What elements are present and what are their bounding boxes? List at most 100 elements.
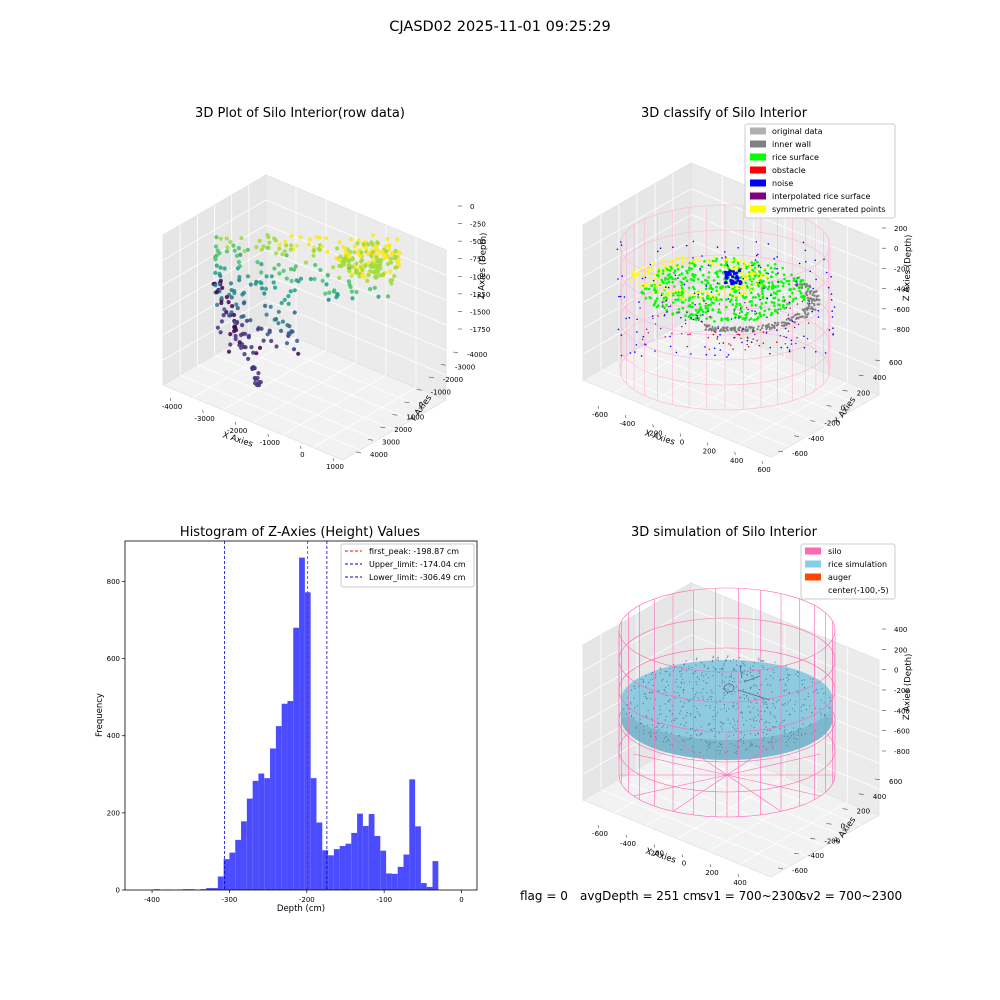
- raw-3d-point: [313, 262, 318, 268]
- raw-3d-point: [277, 271, 282, 276]
- simulation-3d-rice-point: [642, 681, 644, 684]
- raw-3d-xtick-4: 0: [300, 451, 304, 459]
- simulation-3d-legend-label-2: auger: [828, 573, 852, 582]
- simulation-3d-rice-point: [808, 724, 811, 727]
- classify-3d-point-rice: [777, 303, 780, 306]
- classify-3d-point-noise: [804, 249, 807, 252]
- simulation-3d-rice-point: [769, 729, 771, 731]
- raw-3d-point: [215, 325, 220, 330]
- classify-3d-legend-label-5: interpolated rice surface: [772, 192, 870, 201]
- raw-3d-point: [296, 279, 301, 284]
- classify-3d-point-rice: [687, 286, 691, 290]
- classify-3d-point-wall: [815, 295, 818, 298]
- simulation-3d-rice-point: [707, 668, 709, 670]
- classify-3d-point-noise: [683, 283, 686, 286]
- raw-3d-point: [214, 290, 219, 295]
- raw-3d-point: [234, 253, 240, 258]
- classify-3d-point-rice: [709, 284, 712, 287]
- simulation-3d-rice-point: [734, 681, 736, 683]
- classify-3d-point-obstacle: [689, 333, 691, 336]
- simulation-3d-rice-point: [646, 698, 648, 700]
- classify-3d-point-rice: [673, 285, 676, 288]
- simulation-3d-rice-point: [779, 727, 781, 730]
- classify-3d-point-symmetric: [736, 267, 739, 270]
- classify-3d-point-rice: [715, 285, 718, 289]
- simulation-3d-rice-point: [652, 684, 654, 687]
- raw-3d-point: [288, 289, 293, 294]
- simulation-3d-ztick-5: -600: [894, 728, 910, 736]
- raw-3d-point: [258, 380, 263, 385]
- simulation-3d-rice-point: [784, 702, 786, 704]
- simulation-3d-rice-point: [628, 712, 631, 714]
- raw-3d-point: [241, 301, 246, 306]
- simulation-3d-rice-point: [752, 744, 754, 746]
- simulation-3d-rice-point: [745, 749, 747, 751]
- histogram-bar-12: [223, 859, 230, 890]
- classify-3d-point-rice: [762, 284, 765, 288]
- raw-3d-point: [377, 258, 382, 263]
- classify-3d-point-rice: [711, 288, 715, 291]
- histogram-bar-35: [357, 813, 363, 890]
- simulation-3d-rice-point: [659, 709, 661, 711]
- raw-3d-point: [288, 247, 293, 252]
- simulation-3d-rice-point: [705, 705, 707, 707]
- classify-3d-point-interp: [787, 314, 789, 316]
- classify-3d-point-wall: [805, 283, 808, 286]
- classify-3d-point-noise: [694, 303, 696, 306]
- raw-3d-point: [282, 297, 287, 302]
- simulation-3d-rice-point: [752, 665, 754, 667]
- classify-3d-point-wall: [737, 327, 741, 330]
- classify-3d-point-noise: [788, 349, 791, 351]
- classify-3d-point-symmetric: [739, 260, 742, 263]
- raw-3d-point: [388, 269, 393, 274]
- classify-3d-legend-label-0: original data: [772, 127, 823, 136]
- classify-3d-point-noise: [618, 295, 620, 298]
- classify-3d-point-symmetric: [683, 298, 686, 301]
- classify-3d-point-rice: [697, 295, 700, 299]
- simulation-3d-rice-point: [783, 704, 785, 707]
- simulation-3d-rice-point: [664, 719, 666, 721]
- raw-3d-point: [231, 312, 237, 318]
- classify-3d-point-rice: [724, 317, 727, 321]
- histogram-bar-34: [351, 832, 358, 890]
- classify-3d-point-interp: [806, 338, 809, 340]
- raw-3d-point: [346, 279, 351, 284]
- classify-3d-point-rice: [685, 269, 688, 273]
- classify-3d-point-noise: [669, 305, 672, 307]
- classify-3d-point-noise: [729, 269, 733, 273]
- classify-3d-point-rice: [647, 287, 651, 291]
- raw-3d-point: [349, 289, 354, 294]
- raw-3d-point: [360, 273, 365, 278]
- classify-3d-point-rice: [689, 278, 693, 281]
- classify-3d-legend-label-1: inner wall: [772, 140, 811, 149]
- classify-3d-point-noise: [795, 280, 798, 283]
- raw-3d-point: [232, 248, 237, 253]
- simulation-3d-rice-point: [623, 708, 625, 710]
- classify-3d-point-rice: [707, 276, 710, 279]
- classify-3d-point-rice: [776, 290, 779, 293]
- simulation-3d-rice-point: [793, 742, 795, 744]
- classify-3d-point-rice: [662, 281, 665, 285]
- raw-3d-point: [349, 237, 354, 242]
- raw-3d-point: [372, 245, 377, 250]
- simulation-3d-rice-point: [644, 695, 646, 698]
- simulation-3d-rice-point: [709, 707, 711, 709]
- raw-3d-point: [248, 282, 253, 287]
- simulation-3d-rice-point: [727, 655, 729, 657]
- simulation-3d-rice-point: [793, 733, 795, 735]
- histogram-bar-48: [432, 861, 439, 890]
- raw-3d-point: [277, 246, 282, 251]
- raw-3d-point: [226, 300, 231, 305]
- simulation-3d-rice-point: [677, 692, 679, 694]
- simulation-3d-rice-point: [766, 733, 768, 735]
- classify-3d-point-rice: [728, 293, 732, 297]
- simulation-3d-rice-point: [797, 731, 799, 733]
- classify-3d-point-noise: [788, 350, 791, 353]
- classify-3d-point-symmetric: [693, 261, 697, 264]
- simulation-3d-rice-point: [761, 718, 763, 720]
- simulation-3d-rice-point: [740, 732, 742, 734]
- raw-3d-point: [224, 295, 229, 300]
